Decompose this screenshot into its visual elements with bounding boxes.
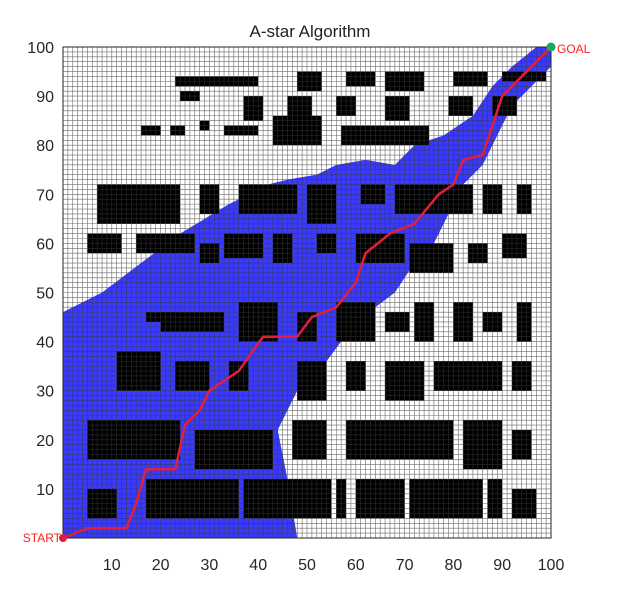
goal-marker [547,43,556,52]
y-tick-label: 50 [36,286,54,303]
plot-area [63,47,551,538]
y-tick-label: 20 [36,433,54,450]
start-label: START [23,531,62,545]
y-axis-ticks: 10 20 30 40 50 60 70 80 90 100 [27,40,54,499]
x-tick-label: 100 [538,557,565,574]
grid-lines [63,47,551,538]
x-tick-label: 70 [396,557,414,574]
y-tick-label: 100 [27,40,54,57]
y-tick-label: 60 [36,236,54,253]
x-tick-label: 30 [201,557,219,574]
y-tick-label: 40 [36,335,54,352]
x-tick-label: 20 [152,557,170,574]
x-tick-label: 40 [249,557,267,574]
y-tick-label: 80 [36,138,54,155]
chart-title: A-star Algorithm [250,22,371,41]
obstacle-block [502,234,526,259]
x-tick-label: 50 [298,557,316,574]
y-tick-label: 70 [36,187,54,204]
x-tick-label: 10 [103,557,121,574]
x-tick-label: 90 [493,557,511,574]
y-tick-label: 90 [36,89,54,106]
x-tick-label: 60 [347,557,365,574]
y-tick-label: 30 [36,384,54,401]
x-axis-ticks: 10 20 30 40 50 60 70 80 90 100 [103,557,565,574]
y-tick-label: 10 [36,482,54,499]
obstacle-block [385,96,409,121]
x-tick-label: 80 [445,557,463,574]
goal-label: GOAL [557,42,591,56]
